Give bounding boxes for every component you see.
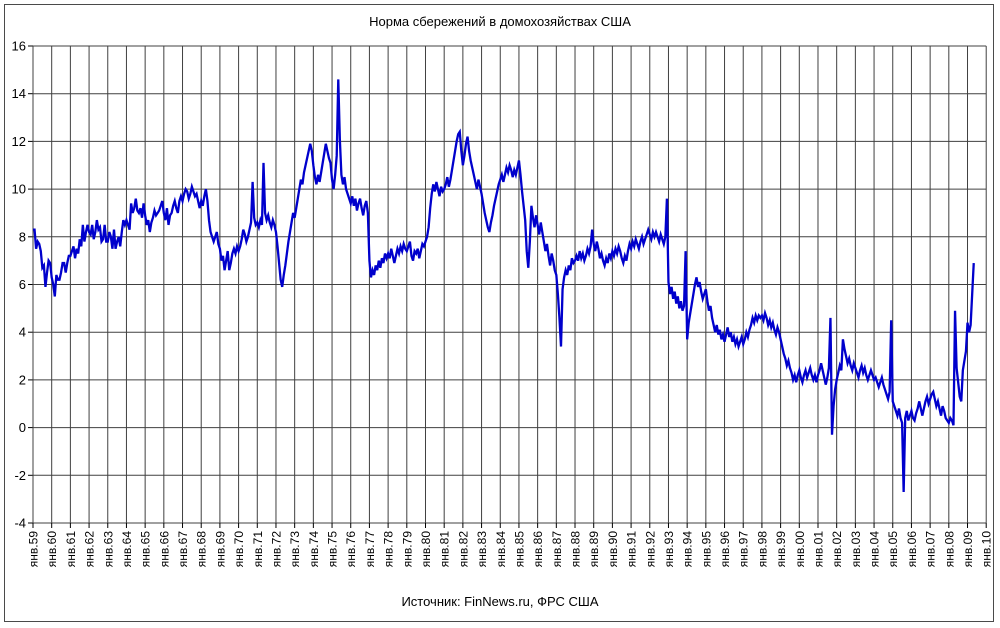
x-tick-label: янв.77 bbox=[363, 531, 377, 568]
x-tick-label: янв.89 bbox=[587, 531, 601, 568]
x-tick-label: янв.60 bbox=[45, 531, 59, 568]
x-tick-label: янв.97 bbox=[737, 531, 751, 568]
x-tick-label: янв.04 bbox=[868, 531, 882, 568]
x-tick-label: янв.01 bbox=[811, 531, 825, 568]
x-tick-label: янв.84 bbox=[494, 531, 508, 568]
savings-rate-series-line bbox=[33, 79, 975, 493]
y-tick-label: -2 bbox=[14, 468, 26, 483]
y-tick-label: 2 bbox=[19, 372, 26, 387]
x-tick-label: янв.06 bbox=[905, 531, 919, 568]
y-tick-label: 10 bbox=[12, 182, 26, 197]
x-tick-label: янв.08 bbox=[942, 531, 956, 568]
x-tick-label: янв.63 bbox=[101, 531, 115, 568]
y-tick-label: 6 bbox=[19, 277, 26, 292]
x-tick-label: янв.61 bbox=[64, 531, 78, 568]
x-tick-label: янв.80 bbox=[419, 531, 433, 568]
x-tick-label: янв.74 bbox=[307, 531, 321, 568]
chart-title: Норма сбережений в домохозяйствах США bbox=[369, 14, 631, 29]
source-caption: Источник: FinNews.ru, ФРС США bbox=[401, 594, 599, 609]
x-tick-label: янв.81 bbox=[438, 531, 452, 568]
x-tick-label: янв.10 bbox=[980, 531, 994, 568]
x-tick-label: янв.69 bbox=[213, 531, 227, 568]
x-tick-label: янв.98 bbox=[755, 531, 769, 568]
x-tick-label: янв.75 bbox=[326, 531, 340, 568]
y-tick-label: 12 bbox=[12, 134, 26, 149]
x-tick-label: янв.05 bbox=[886, 531, 900, 568]
x-tick-label: янв.70 bbox=[232, 531, 246, 568]
x-tick-label: янв.83 bbox=[475, 531, 489, 568]
y-tick-label: -4 bbox=[14, 516, 26, 531]
x-tick-label: янв.72 bbox=[269, 531, 283, 568]
x-tick-label: янв.02 bbox=[830, 531, 844, 568]
x-tick-label: янв.65 bbox=[139, 531, 153, 568]
y-tick-label: 8 bbox=[19, 229, 26, 244]
x-tick-label: янв.62 bbox=[83, 531, 97, 568]
x-tick-label: янв.76 bbox=[344, 531, 358, 568]
x-tick-label: янв.59 bbox=[27, 531, 41, 568]
x-tick-label: янв.94 bbox=[681, 531, 695, 568]
x-tick-label: янв.03 bbox=[849, 531, 863, 568]
y-tick-label: 14 bbox=[12, 86, 26, 101]
x-tick-label: янв.78 bbox=[382, 531, 396, 568]
x-tick-label: янв.71 bbox=[251, 531, 265, 568]
x-tick-label: янв.95 bbox=[699, 531, 713, 568]
x-tick-label: янв.09 bbox=[961, 531, 975, 568]
x-tick-label: янв.90 bbox=[606, 531, 620, 568]
x-tick-label: янв.68 bbox=[195, 531, 209, 568]
x-tick-label: янв.86 bbox=[531, 531, 545, 568]
x-tick-label: янв.67 bbox=[176, 531, 190, 568]
x-tick-label: янв.96 bbox=[718, 531, 732, 568]
y-tick-label: 0 bbox=[19, 420, 26, 435]
x-tick-label: янв.91 bbox=[625, 531, 639, 568]
x-tick-label: янв.00 bbox=[793, 531, 807, 568]
x-tick-label: янв.85 bbox=[512, 531, 526, 568]
x-tick-label: янв.73 bbox=[288, 531, 302, 568]
x-tick-label: янв.07 bbox=[924, 531, 938, 568]
x-tick-label: янв.99 bbox=[774, 531, 788, 568]
x-tick-label: янв.88 bbox=[569, 531, 583, 568]
x-tick-label: янв.87 bbox=[550, 531, 564, 568]
x-tick-label: янв.64 bbox=[120, 531, 134, 568]
y-tick-label: 16 bbox=[12, 39, 26, 54]
x-tick-label: янв.82 bbox=[456, 531, 470, 568]
x-tick-label: янв.93 bbox=[662, 531, 676, 568]
x-tick-label: янв.79 bbox=[400, 531, 414, 568]
x-tick-label: янв.92 bbox=[643, 531, 657, 568]
chart-border bbox=[4, 4, 994, 622]
x-tick-label: янв.66 bbox=[157, 531, 171, 568]
y-tick-label: 4 bbox=[19, 325, 26, 340]
